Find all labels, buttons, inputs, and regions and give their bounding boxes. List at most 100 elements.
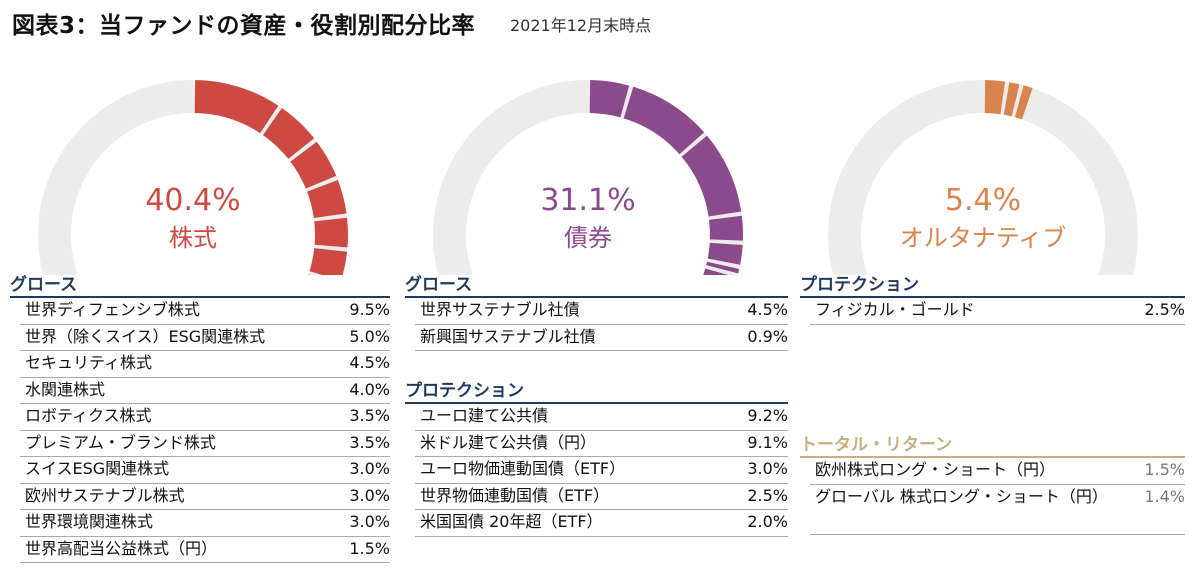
gauge-segment [1003,82,1020,117]
gauge-segment [314,217,348,248]
item-label: 世界高配当公益株式（円） [25,538,218,558]
item-value: 1.4% [1144,486,1185,506]
alt-total-return-group: トータル・リターン 欧州株式ロング・ショート（円） 1.5% グローバル 株式ロン… [800,430,1185,535]
item-value: 4.5% [747,300,788,319]
list-item: 米ドル建て公共債（円） 9.1% [415,431,788,457]
item-label: 世界サステナブル社債 [420,300,580,319]
gauge-segment [709,215,744,241]
list-item: 世界物価連動国債（ETF） 2.5% [415,484,788,510]
item-label: ユーロ物価連動国債（ETF） [420,459,626,478]
list-item: 新興国サステナブル社債 0.9% [415,325,788,351]
bond-percent-label: 31.1% [540,183,635,218]
bond-growth-list: 世界サステナブル社債 4.5% 新興国サステナブル社債 0.9% [415,298,788,351]
group-title: グロース [405,270,788,298]
gauge-segment [681,135,742,217]
item-value: 9.1% [747,432,788,452]
list-item: 世界環境関連株式 3.0% [20,510,390,537]
item-label: フィジカル・ゴールド [815,300,975,319]
bond-growth-group: グロース 世界サステナブル社債 4.5% 新興国サステナブル社債 0.9% [405,270,788,351]
list-item: ロボティクス株式 3.5% [20,404,390,431]
gauge-segment [290,141,337,189]
gauge-segment [1014,85,1033,120]
equity-growth-group: グロース 世界ディフェンシブ株式 9.5% 世界（除くスイス）ESG関連株式 5.0… [10,270,390,563]
chart-title: 図表3：当ファンドの資産・役割別配分比率 [12,13,476,39]
item-value: 4.0% [349,379,390,399]
bond-protection-group: プロテクション ユーロ建て公共債 9.2% 米ドル建て公共債（円） 9.1% ユーロ… [405,376,788,537]
item-value: 3.5% [349,432,390,452]
item-label: 欧州株式ロング・ショート（円） [815,460,1056,479]
list-item: セキュリティ株式 4.5% [20,351,390,378]
list-item: ユーロ物価連動国債（ETF） 3.0% [415,457,788,484]
group-title: プロテクション [800,270,1185,298]
gauge-segment [707,242,743,265]
gauge-segment [309,248,348,275]
item-value: 2.0% [747,512,788,531]
gauge-segment [623,86,705,155]
gauge-segment [308,274,311,275]
list-item: 欧州株式ロング・ショート（円） 1.5% [810,458,1185,485]
item-label: 世界ディフェンシブ株式 [25,300,200,319]
list-item: 世界高配当公益株式（円） 1.5% [20,537,390,563]
group-title: プロテクション [405,376,788,404]
gauge-segment [589,80,630,118]
item-label: ユーロ建て公共債 [420,406,549,425]
item-label: プレミアム・ブランド株式 [25,432,216,452]
list-item: 世界サステナブル社債 4.5% [415,298,788,325]
item-value: 4.5% [349,353,390,372]
list-item: グローバル 株式ロング・ショート（円） 1.4% [810,485,1185,535]
alt-protection-list: フィジカル・ゴールド 2.5% [810,298,1185,325]
chart-date: 2021年12月末時点 [510,16,652,35]
list-item: 水関連株式 4.0% [20,378,390,404]
item-value: 2.5% [747,485,788,505]
equity-category-label: 株式 [169,224,217,252]
item-label: 世界環境関連株式 [25,512,154,531]
gauge-segment [194,80,279,134]
alt-percent-label: 5.4% [945,183,1021,218]
list-item: 欧州サステナブル株式 3.0% [20,484,390,510]
item-label: 米ドル建て公共債（円） [420,432,597,452]
equity-percent-label: 40.4% [145,183,240,218]
list-item: 世界ディフェンシブ株式 9.5% [20,298,390,325]
item-value: 9.5% [349,300,390,319]
list-item: ユーロ建て公共債 9.2% [415,404,788,431]
group-title: グロース [10,270,390,298]
bond-category-label: 債券 [564,224,612,252]
item-value: 1.5% [349,538,390,558]
item-value: 5.0% [349,326,390,346]
gauge-bond [433,80,744,275]
item-value: 3.5% [349,406,390,425]
item-label: グローバル 株式ロング・ショート（円） [815,486,1108,506]
item-label: スイスESG関連株式 [25,459,170,478]
item-label: ロボティクス株式 [25,406,152,425]
item-label: 米国国債 20年超（ETF） [420,512,603,531]
item-label: 水関連株式 [25,379,106,399]
equity-growth-list: 世界ディフェンシブ株式 9.5% 世界（除くスイス）ESG関連株式 5.0% セキュ… [20,298,390,563]
alt-protection-group: プロテクション フィジカル・ゴールド 2.5% [800,270,1185,325]
item-label: セキュリティ株式 [25,353,153,372]
alt-total-return-list: 欧州株式ロング・ショート（円） 1.5% グローバル 株式ロング・ショート（円） 1… [810,458,1185,535]
gauges-svg: 40.4% 株式 31.1% 債券 5.4% オルタナティブ [38,79,1138,275]
gauge-segment [984,80,1006,115]
list-item: フィジカル・ゴールド 2.5% [810,298,1185,325]
gauge-segment [262,108,315,159]
list-item: スイスESG関連株式 3.0% [20,457,390,484]
gauge-alternative [828,80,1138,275]
alt-category-label: オルタナティブ [900,224,1067,252]
gauge-track [828,80,1138,275]
item-label: 世界物価連動国債（ETF） [420,485,610,505]
item-value: 9.2% [747,406,788,425]
gauge-segment [706,261,740,274]
item-value: 3.0% [349,512,390,531]
list-item: プレミアム・ブランド株式 3.5% [20,431,390,457]
gauge-segment [307,179,347,219]
gauge-equity [38,79,348,275]
item-value: 3.0% [349,459,390,478]
item-value: 3.0% [747,459,788,478]
item-label: 世界（除くスイス）ESG関連株式 [25,326,266,346]
item-value: 1.5% [1144,460,1185,479]
item-label: 新興国サステナブル社債 [420,326,596,346]
gauge-segment [703,268,729,275]
list-item: 世界（除くスイス）ESG関連株式 5.0% [20,325,390,351]
item-label: 欧州サステナブル株式 [25,485,185,505]
group-title: トータル・リターン [800,430,1185,458]
